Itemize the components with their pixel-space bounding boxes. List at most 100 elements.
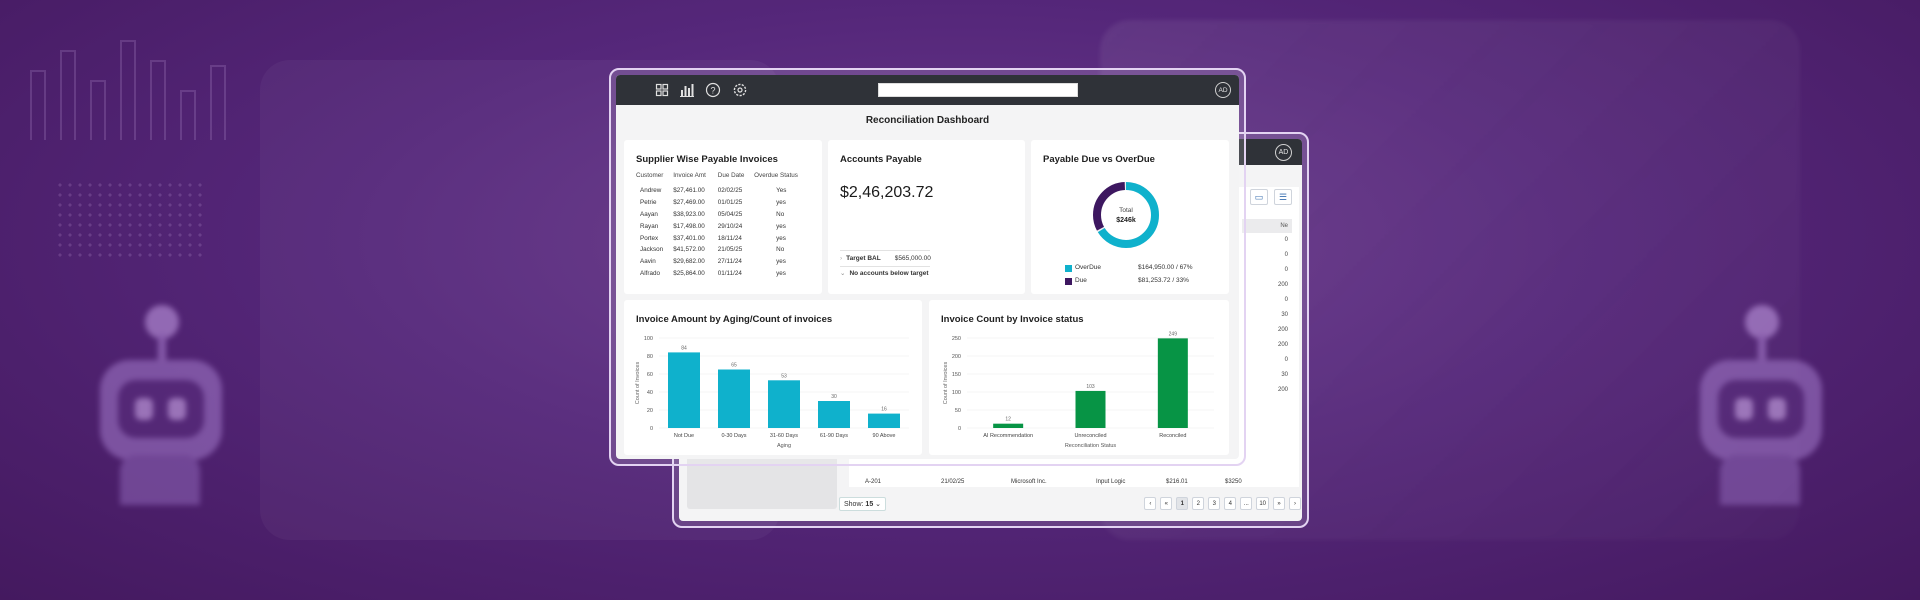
table-cell: Andrew (640, 187, 662, 195)
donut-slice-overdue[interactable] (1093, 182, 1159, 248)
donut-slice-due[interactable] (1093, 182, 1159, 248)
column-header[interactable]: Invoice Amt (673, 172, 706, 179)
status-chart-card: Invoice Count by Invoice status 0 50 100 15… (929, 300, 1229, 455)
page-button[interactable]: ‹ (1144, 497, 1157, 510)
page-button[interactable]: 3 (1208, 497, 1221, 510)
search-input[interactable] (878, 83, 1078, 97)
bar[interactable] (868, 413, 900, 428)
chevron-down-icon: ⌄ (875, 501, 882, 508)
legend-label: Due (1075, 277, 1087, 284)
card-view-icon[interactable]: ▭ (1250, 189, 1268, 205)
page-button[interactable]: ... (1240, 497, 1253, 510)
grid-icon[interactable] (654, 82, 670, 98)
table-cell: Aayan (640, 210, 658, 218)
target-balance: › Target BAL $565,000.00 (840, 255, 931, 262)
aging-chart-card: Invoice Amount by Aging/Count of invoice… (624, 300, 922, 455)
status-bar-chart: 0 50 100 150 200 250 12 AI Recommendation 103 Unr… (943, 331, 1214, 449)
table-row[interactable]: Aavin $29,682.00 27/11/24 yes (636, 256, 814, 268)
table-cell: 0 (1284, 237, 1288, 243)
page-button[interactable]: « (1160, 497, 1173, 510)
back-user-avatar[interactable]: AD (1275, 144, 1292, 161)
x-tick-label: Not Due (674, 433, 694, 439)
table-cell: $41,572.00 (673, 246, 705, 254)
x-axis-title: Reconciliation Status (1065, 443, 1117, 449)
divider (840, 266, 930, 267)
page-button[interactable]: › (1289, 497, 1301, 510)
page-button[interactable]: 1 (1176, 497, 1189, 510)
table-cell: 0 (1284, 267, 1288, 273)
page-buttons: ‹ «1 2 3 4... 10 » › (1144, 497, 1301, 510)
card-title: Invoice Count by Invoice status (941, 314, 1084, 325)
help-icon[interactable]: ? (705, 82, 721, 98)
list-view-icon[interactable]: ☰ (1274, 189, 1292, 205)
page-size-select[interactable]: Show: 15 ⌄ (839, 497, 887, 511)
table-cell: 0 (1284, 297, 1288, 303)
table-row[interactable]: Andrew $27,461.00 02/02/25 Yes (636, 185, 814, 197)
data-label: 53 (781, 373, 787, 379)
page-button[interactable]: » (1273, 497, 1285, 510)
table-cell: yes (776, 222, 786, 230)
x-tick-label: 31-60 Days (770, 433, 798, 439)
bar[interactable] (1157, 338, 1188, 428)
page-button[interactable]: 4 (1224, 497, 1237, 510)
background-dot-grid (55, 180, 205, 260)
legend-swatch (1065, 278, 1072, 285)
bar[interactable] (668, 352, 700, 428)
page-button[interactable]: 10 (1256, 497, 1269, 510)
bar[interactable] (718, 369, 750, 429)
bullet-icon: › (840, 255, 843, 262)
data-label: 12 (1005, 417, 1011, 423)
table-cell: yes (776, 269, 786, 277)
settings-icon[interactable] (732, 82, 748, 98)
table-cell: 0 (1284, 252, 1288, 258)
column-header[interactable]: Customer (636, 172, 664, 179)
card-title: Supplier Wise Payable Invoices (636, 154, 778, 165)
accounts-payable-value: $2,46,203.72 (840, 184, 934, 201)
row-customer: Microsoft Inc. (1011, 479, 1047, 485)
table-cell: 0 (1284, 357, 1288, 363)
data-label: 30 (831, 394, 837, 400)
data-label: 103 (1086, 384, 1095, 390)
table-cell: Jackson (640, 246, 664, 254)
below-target-toggle[interactable]: ⌄ No accounts below target (840, 269, 929, 278)
table-row[interactable]: Alfrado $25,864.00 01/11/24 yes (636, 267, 814, 279)
y-tick-label: 60 (647, 372, 653, 378)
table-cell: $37,401.00 (673, 234, 705, 242)
card-title: Payable Due vs OverDue (1043, 154, 1155, 165)
page-button[interactable]: 2 (1192, 497, 1205, 510)
column-header[interactable]: Overdue Status (754, 172, 798, 179)
card-title: Accounts Payable (840, 154, 922, 165)
bar[interactable] (993, 423, 1024, 428)
table-row[interactable]: Portex $37,401.00 18/11/24 yes (636, 232, 814, 244)
legend-value: $164,950.00 / 67% (1138, 264, 1193, 271)
bar[interactable] (818, 401, 850, 428)
y-tick-label: 0 (650, 426, 653, 432)
supplier-invoices-card: Supplier Wise Payable Invoices Customer I… (624, 140, 822, 294)
table-cell: 02/02/25 (717, 187, 743, 195)
y-tick-label: 150 (952, 372, 961, 378)
column-header[interactable]: Due Date (717, 172, 745, 179)
row-invoice-id: A-201 (865, 479, 882, 485)
table-cell: $27,469.00 (673, 199, 705, 207)
table-cell: yes (776, 234, 786, 242)
y-tick-label: 80 (647, 354, 653, 360)
chevron-down-icon: ⌄ (840, 270, 846, 277)
bar-chart-icon[interactable] (679, 82, 695, 98)
table-row[interactable]: Jackson $41,572.00 21/05/25 No (636, 244, 814, 256)
table-row[interactable]: Rayan $17,498.00 29/10/24 yes (636, 220, 814, 232)
user-avatar[interactable]: AD (1215, 82, 1231, 98)
table-cell: 27/11/24 (717, 258, 742, 266)
table-row[interactable]: Petrie $27,469.00 01/01/25 yes (636, 197, 814, 209)
table-cell: No (776, 210, 785, 218)
data-label: 16 (881, 407, 887, 413)
legend-value: $81,253.72 / 33% (1138, 277, 1189, 284)
table-cell: 30 (1281, 372, 1288, 378)
table-row[interactable]: Aayan $38,923.00 05/04/25 No (636, 209, 814, 221)
accounts-payable-card: Accounts Payable $2,46,203.72 › Target B… (828, 140, 1025, 294)
table-cell: 30 (1281, 312, 1288, 318)
bar[interactable] (1075, 390, 1106, 428)
divider (840, 250, 930, 251)
robot-illustration-right (1685, 305, 1835, 505)
table-cell: Petrie (640, 199, 657, 207)
bar[interactable] (768, 380, 800, 428)
